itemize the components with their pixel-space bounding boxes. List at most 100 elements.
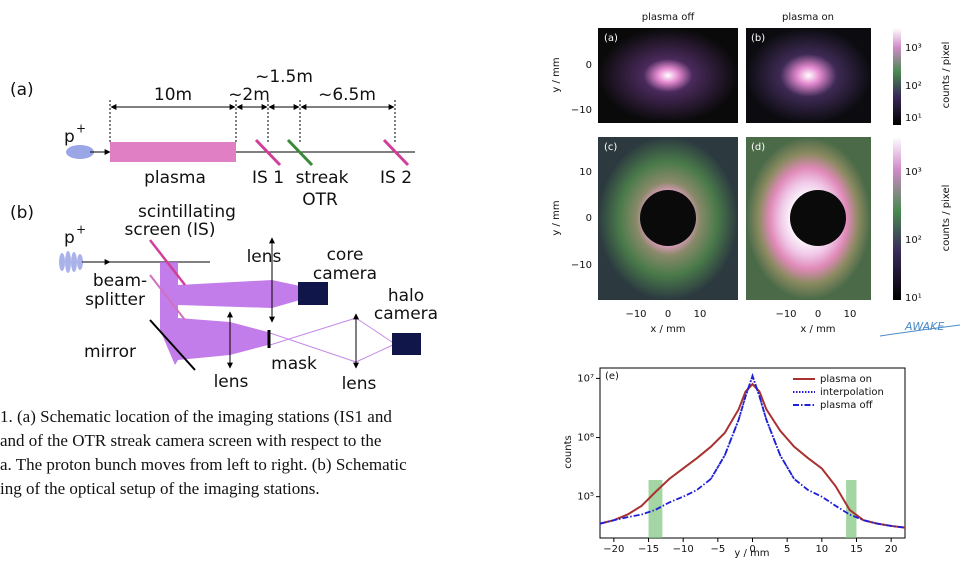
label: splitter — [85, 290, 145, 310]
tick-label: 0 — [665, 309, 671, 320]
proton-charge: + — [76, 122, 86, 136]
x-tick-label: −15 — [638, 544, 659, 555]
caption-line: 1. (a) Schematic location of the imaging… — [0, 407, 392, 426]
tick-label: 10 — [579, 167, 592, 178]
label: mirror — [84, 342, 136, 362]
tick-label: 0 — [586, 60, 592, 71]
label: lens — [247, 247, 282, 267]
y-tick-label: 10⁷ — [577, 373, 594, 384]
dim-guides — [110, 100, 395, 142]
tick-label: 10¹ — [905, 293, 922, 304]
x-tick-label: −5 — [710, 544, 725, 555]
col-title: plasma on — [782, 12, 834, 23]
proton-bunch — [66, 145, 94, 159]
proton-charge: + — [76, 223, 86, 237]
series-line — [600, 376, 905, 528]
caption-line: ing of the optical setup of the imaging … — [0, 479, 320, 498]
x-tick-label: 20 — [885, 544, 898, 555]
panel-label: (c) — [604, 142, 617, 153]
panel-label: (b) — [751, 33, 765, 44]
figure: (a) p + 10m ~2m ~1.5m ~6.5m plasma IS 1 … — [0, 0, 964, 560]
proton-label: p — [64, 228, 75, 248]
axis-label: counts / pixel — [941, 42, 952, 109]
camera — [298, 282, 328, 305]
tick-label: 0 — [586, 213, 592, 224]
y-axis-label: counts — [563, 435, 574, 468]
camera — [392, 333, 421, 355]
label: streak — [296, 168, 349, 188]
tick-label: −10 — [571, 260, 592, 271]
x-tick-label: 5 — [784, 544, 790, 555]
element — [356, 344, 395, 362]
annotation: (e) — [605, 371, 619, 382]
x-tick-label: 10 — [815, 544, 828, 555]
label: mask — [271, 354, 317, 374]
panel-label: (d) — [751, 142, 765, 153]
dim-label: ~6.5m — [318, 85, 376, 105]
image — [598, 28, 738, 123]
axis-label: y / mm — [551, 200, 562, 235]
label: lens — [342, 374, 377, 394]
element — [65, 251, 71, 273]
plasma-cell — [110, 142, 236, 162]
mask-disc — [790, 190, 846, 246]
element — [59, 253, 65, 271]
panel-label: (a) — [10, 80, 34, 100]
tick-label: −10 — [625, 309, 646, 320]
y-tick-label: 10⁶ — [577, 433, 594, 444]
legend-label: plasma off — [820, 400, 874, 411]
axis-label: counts / pixel — [941, 185, 952, 252]
tick-label: 10² — [905, 81, 922, 92]
label: OTR — [302, 190, 338, 210]
caption-line: a. The proton bunch moves from left to r… — [0, 455, 407, 474]
col-title: plasma off — [642, 12, 696, 23]
legend-label: interpolation — [820, 387, 884, 398]
element — [270, 318, 356, 345]
label: IS 1 — [252, 168, 284, 188]
label: beam- — [93, 271, 147, 291]
dim-label: 10m — [154, 85, 192, 105]
x-tick-label: 0 — [749, 544, 755, 555]
tick-label: 0 — [815, 309, 821, 320]
colorbar — [893, 28, 901, 125]
label: screen (IS) — [125, 220, 216, 240]
mask-disc — [640, 190, 696, 246]
tick-label: −10 — [571, 105, 592, 116]
logo: AWAKE — [904, 320, 944, 333]
tick-label: 10¹ — [905, 113, 922, 124]
label: core — [327, 245, 364, 265]
x-tick-label: −20 — [603, 544, 624, 555]
x-tick-label: 15 — [850, 544, 863, 555]
axis-label: y / mm — [551, 57, 562, 92]
label: camera — [374, 304, 438, 324]
proton-label: p — [64, 127, 75, 147]
panel-label: (b) — [10, 203, 34, 223]
legend: plasma on interpolation plasma off — [793, 374, 884, 411]
tick-label: 10³ — [905, 167, 922, 178]
dim-label: ~1.5m — [255, 67, 313, 87]
y-tick-label: 10⁵ — [577, 492, 594, 503]
legend-label: plasma on — [820, 374, 872, 385]
label: halo — [388, 286, 424, 306]
label: IS 2 — [380, 168, 412, 188]
colorbar — [893, 137, 901, 300]
axis-label: x / mm — [800, 324, 835, 335]
series-line — [711, 376, 794, 479]
tick-label: −10 — [775, 309, 796, 320]
tick-label: 10² — [905, 235, 922, 246]
label: plasma — [144, 168, 206, 188]
x-tick-label: −10 — [673, 544, 694, 555]
dim-label: ~2m — [228, 85, 270, 105]
tick-label: 10 — [844, 309, 857, 320]
axis-label: x / mm — [650, 324, 685, 335]
panel-label: (a) — [604, 33, 618, 44]
label: lens — [214, 372, 249, 392]
element — [71, 252, 77, 272]
highlight-band — [846, 480, 856, 538]
tick-label: 10 — [694, 309, 707, 320]
label: scintillating — [138, 202, 236, 222]
caption-line: and of the OTR streak camera screen with… — [0, 431, 381, 450]
label: camera — [313, 264, 377, 284]
proton-microbunches — [59, 251, 83, 273]
tick-label: 10³ — [905, 43, 922, 54]
